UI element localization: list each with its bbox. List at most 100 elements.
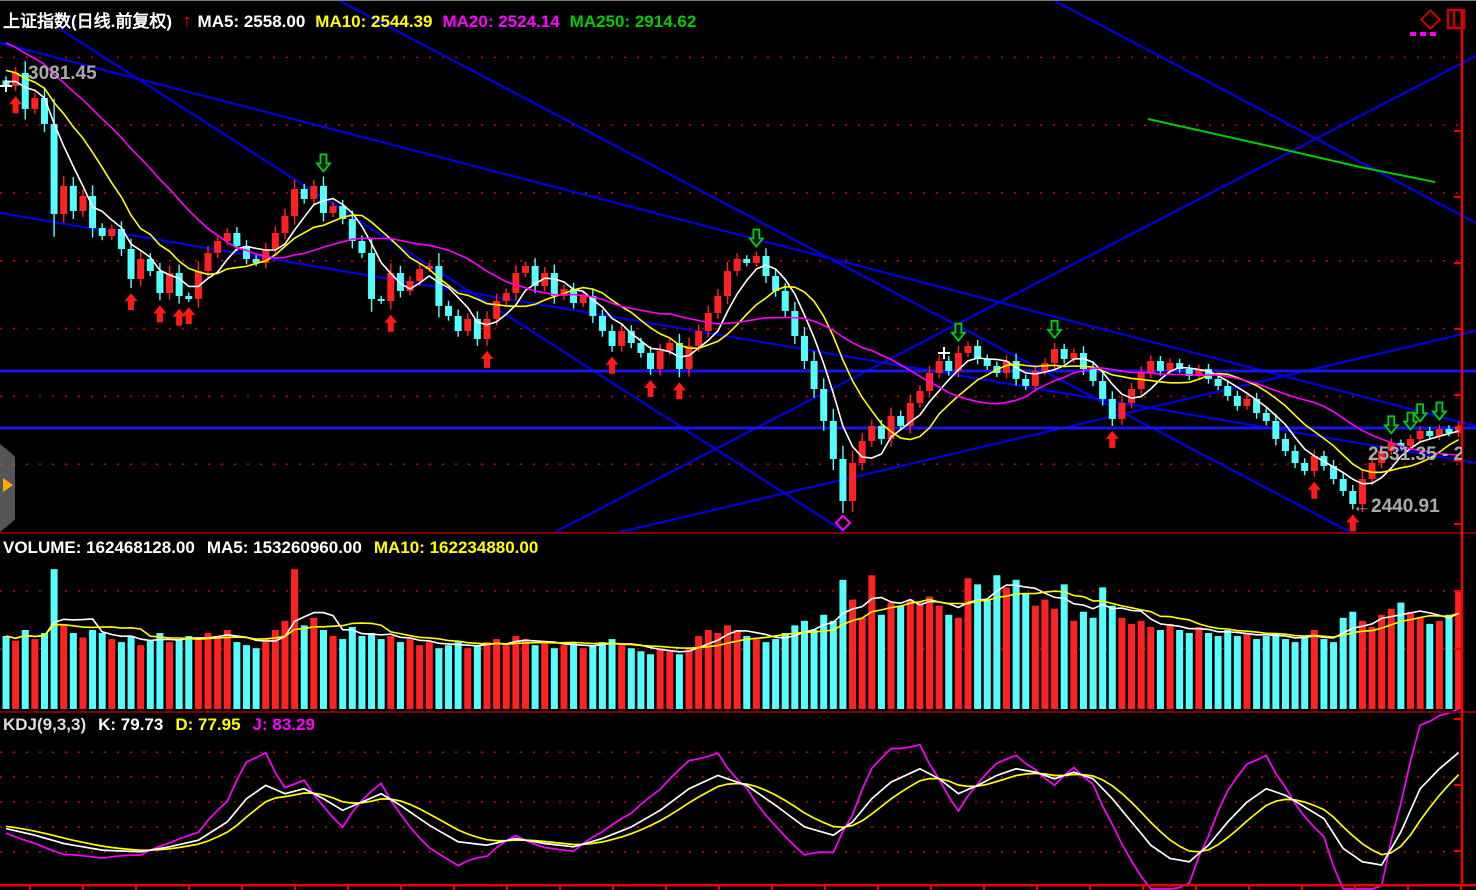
candle-body xyxy=(89,195,97,228)
candle-body xyxy=(1051,348,1059,363)
volume-bar xyxy=(454,642,462,709)
trendline[interactable] xyxy=(619,329,1476,534)
volume-bar xyxy=(849,599,857,709)
volume-bar xyxy=(1291,642,1299,709)
volume-bar xyxy=(1156,629,1164,709)
volume-bar xyxy=(396,642,404,709)
volume-bar xyxy=(1272,633,1280,709)
ma250-line xyxy=(1147,118,1436,183)
candle-body xyxy=(137,258,145,279)
volume-bar xyxy=(868,575,876,709)
volume-bar xyxy=(339,639,347,709)
candle-body xyxy=(223,232,231,241)
trendline[interactable] xyxy=(1054,1,1476,224)
split-window-icon[interactable] xyxy=(1446,8,1466,30)
volume-bar xyxy=(1416,617,1424,709)
candle-body xyxy=(1310,455,1318,471)
volume-bar xyxy=(1262,636,1270,709)
volume-bar xyxy=(887,602,895,709)
candle-body xyxy=(1195,369,1203,376)
volume-bar xyxy=(243,645,250,709)
bottom-diamond-marker-icon xyxy=(834,514,852,532)
volume-bar xyxy=(1214,636,1222,709)
candle-body xyxy=(781,290,789,311)
volume-bar xyxy=(1060,584,1068,709)
trendline[interactable] xyxy=(0,211,1476,465)
volume-bar xyxy=(1339,617,1347,709)
volume-bar xyxy=(598,642,606,709)
candle-body xyxy=(772,275,780,291)
candle-body xyxy=(1301,462,1309,471)
volume-bar xyxy=(618,645,626,709)
candle-body xyxy=(146,258,154,271)
volume-bar xyxy=(69,633,77,709)
volume-bar xyxy=(319,629,327,709)
candle-body xyxy=(1108,398,1116,419)
candle-body xyxy=(598,315,606,331)
volume-bar xyxy=(1137,620,1145,709)
trendline[interactable] xyxy=(0,41,1476,428)
candle-body xyxy=(656,350,664,370)
candle-body xyxy=(868,425,876,442)
candle-body xyxy=(627,330,635,343)
candle-body xyxy=(954,352,962,371)
candle-body xyxy=(897,415,905,426)
volume-bar xyxy=(935,605,943,709)
kdj-j-value: J: 83.29 xyxy=(252,715,315,734)
volume-bar xyxy=(1195,626,1203,709)
volume-bar xyxy=(1041,599,1049,709)
buy-signal-arrow-icon xyxy=(1346,514,1360,532)
price-ma-line xyxy=(5,42,1459,456)
candlestick-series[interactable] xyxy=(2,61,1463,513)
volume-series[interactable] xyxy=(2,569,1463,709)
volume-bar xyxy=(954,617,962,709)
volume-bar xyxy=(223,629,231,709)
candle-body xyxy=(983,358,991,366)
sell-signal-arrow-icon xyxy=(1382,415,1400,435)
pane-divider xyxy=(0,711,1476,713)
candle-body xyxy=(156,270,164,293)
volume-bar xyxy=(1426,623,1434,709)
trendline[interactable] xyxy=(554,55,1476,533)
more-dots-icon[interactable] xyxy=(1410,32,1436,36)
volume-bar xyxy=(1378,614,1386,709)
volume-ma-line xyxy=(5,590,1459,650)
candle-body xyxy=(724,270,731,296)
candle-body xyxy=(820,389,828,422)
kdj-k-value: K: 79.73 xyxy=(98,715,164,734)
candle-body xyxy=(1185,369,1193,376)
pane-divider xyxy=(0,532,1476,534)
volume-bar xyxy=(60,625,68,709)
candle-body xyxy=(810,360,818,390)
volume-bar xyxy=(1166,623,1174,709)
volume-bar xyxy=(406,639,414,709)
diamond-tool-icon[interactable] xyxy=(1419,8,1442,31)
candle-body xyxy=(579,295,587,303)
candle-body xyxy=(1253,398,1261,414)
candle-body xyxy=(974,345,982,359)
left-panel-expand-handle[interactable] xyxy=(0,444,15,532)
candle-body xyxy=(1070,352,1078,359)
volume-bar xyxy=(1118,617,1126,709)
volume-bar xyxy=(772,639,780,709)
volume-bar xyxy=(146,640,154,709)
volume-bar xyxy=(204,633,212,709)
candle-body xyxy=(1435,429,1443,436)
candle-body xyxy=(1031,370,1039,386)
volume-bar xyxy=(1012,579,1020,709)
trendline[interactable] xyxy=(339,1,1351,533)
candle-body xyxy=(12,72,20,86)
volume-bar xyxy=(1301,636,1309,709)
volume-bar xyxy=(1147,626,1155,709)
volume-bar xyxy=(945,614,953,709)
volume-bar xyxy=(79,637,87,709)
trendline[interactable] xyxy=(59,28,846,533)
candle-body xyxy=(829,421,837,459)
low-price-label: ←2440.91 xyxy=(1352,496,1440,517)
volume-bar xyxy=(550,648,558,709)
candle-body xyxy=(175,272,183,296)
candle-body xyxy=(1291,450,1299,463)
candle-body xyxy=(1012,360,1020,379)
candle-body xyxy=(1079,352,1087,370)
